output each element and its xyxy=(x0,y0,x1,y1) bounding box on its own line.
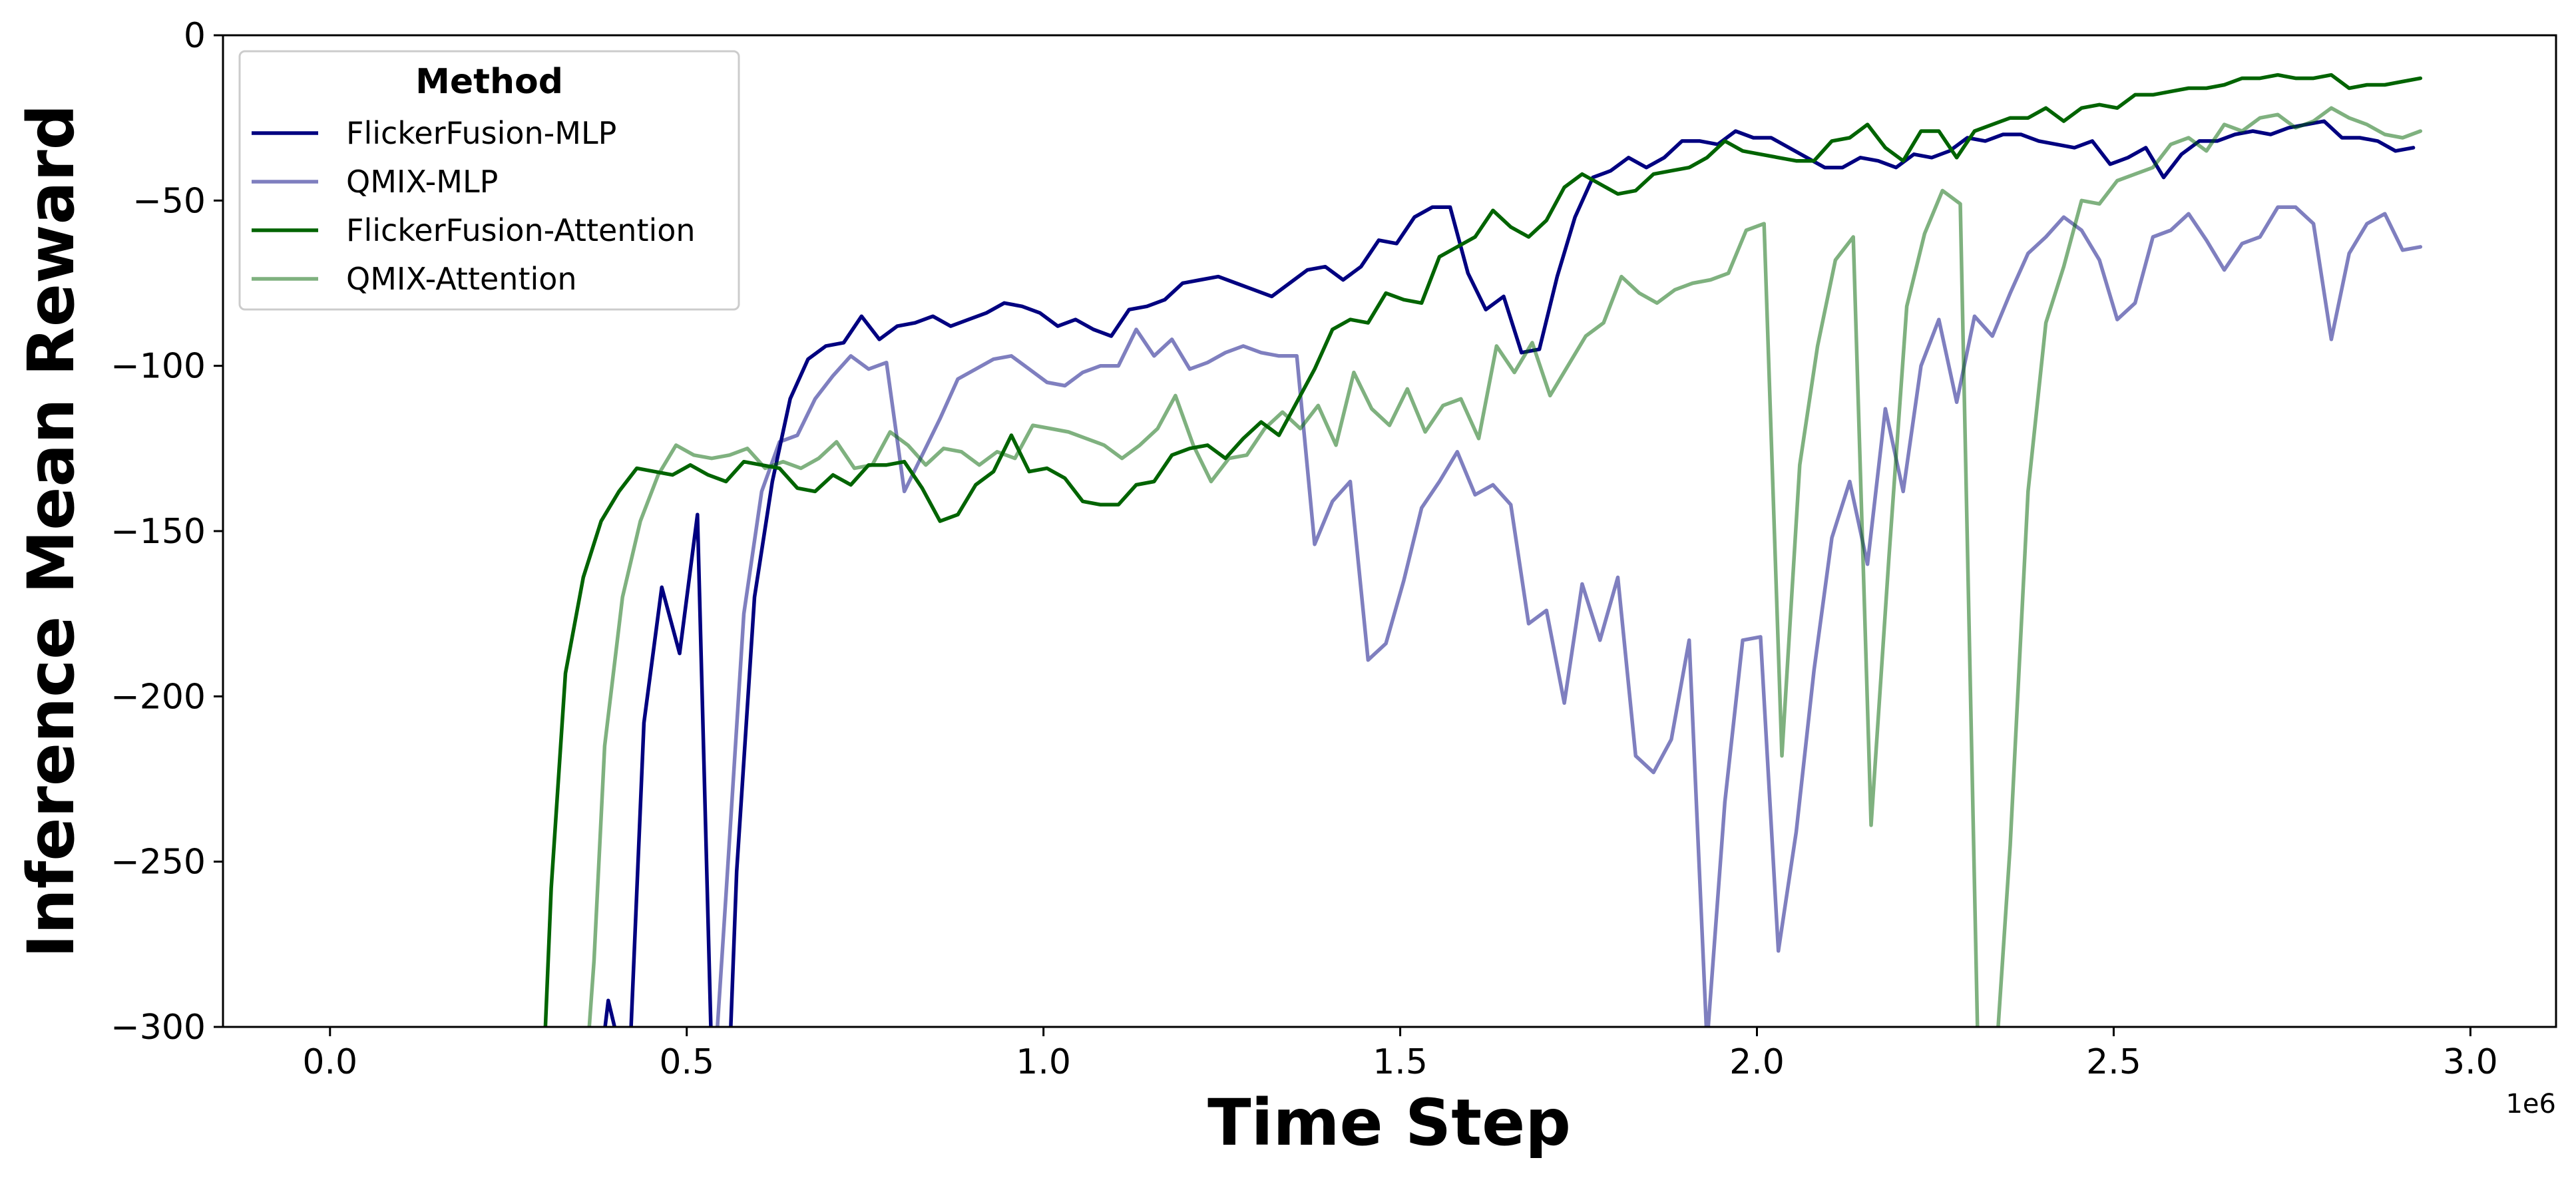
x-tick-label: 2.5 xyxy=(2086,1042,2141,1082)
y-tick-label: −250 xyxy=(110,843,206,883)
legend-label: QMIX-MLP xyxy=(346,164,498,200)
legend-label: QMIX-Attention xyxy=(346,261,577,297)
y-axis-title: Inference Mean Reward xyxy=(14,104,89,958)
x-tick-label: 2.0 xyxy=(1729,1042,1785,1082)
x-axis-ticks: 0.0 0.5 1.0 1.5 2.0 2.5 3.0 xyxy=(302,1027,2498,1082)
series-line-3 xyxy=(587,106,2423,1027)
series-line-0 xyxy=(603,119,2416,1027)
y-tick-label: −100 xyxy=(110,347,206,387)
series-layer xyxy=(543,73,2423,1027)
legend-label: FlickerFusion-Attention xyxy=(346,212,696,248)
legend-title: Method xyxy=(415,62,563,102)
y-tick-label: −300 xyxy=(110,1008,206,1048)
legend-items: FlickerFusion-MLP QMIX-MLP FlickerFusion-A… xyxy=(252,115,696,297)
x-tick-label: 1.0 xyxy=(1016,1042,1071,1082)
x-tick-label: 0.5 xyxy=(659,1042,714,1082)
y-tick-label: 0 xyxy=(184,16,206,56)
series-line-1 xyxy=(716,205,2423,1027)
x-axis-scale-label: 1e6 xyxy=(2505,1089,2556,1119)
y-tick-label: −150 xyxy=(110,512,206,552)
y-axis-ticks: 0 −50 −100 −150 −200 −250 −300 xyxy=(110,16,223,1048)
x-tick-label: 0.0 xyxy=(302,1042,357,1082)
y-tick-label: −200 xyxy=(110,677,206,717)
x-tick-label: 1.5 xyxy=(1373,1042,1428,1082)
legend-box xyxy=(238,50,740,311)
x-axis-title: Time Step xyxy=(1207,1085,1571,1160)
legend: Method FlickerFusion-MLPQMIX-MLPFlickerF… xyxy=(238,50,740,311)
series-line-2 xyxy=(543,73,2423,1027)
y-tick-label: −50 xyxy=(132,181,206,221)
x-tick-label: 3.0 xyxy=(2443,1042,2498,1082)
legend-label: FlickerFusion-MLP xyxy=(346,115,616,151)
